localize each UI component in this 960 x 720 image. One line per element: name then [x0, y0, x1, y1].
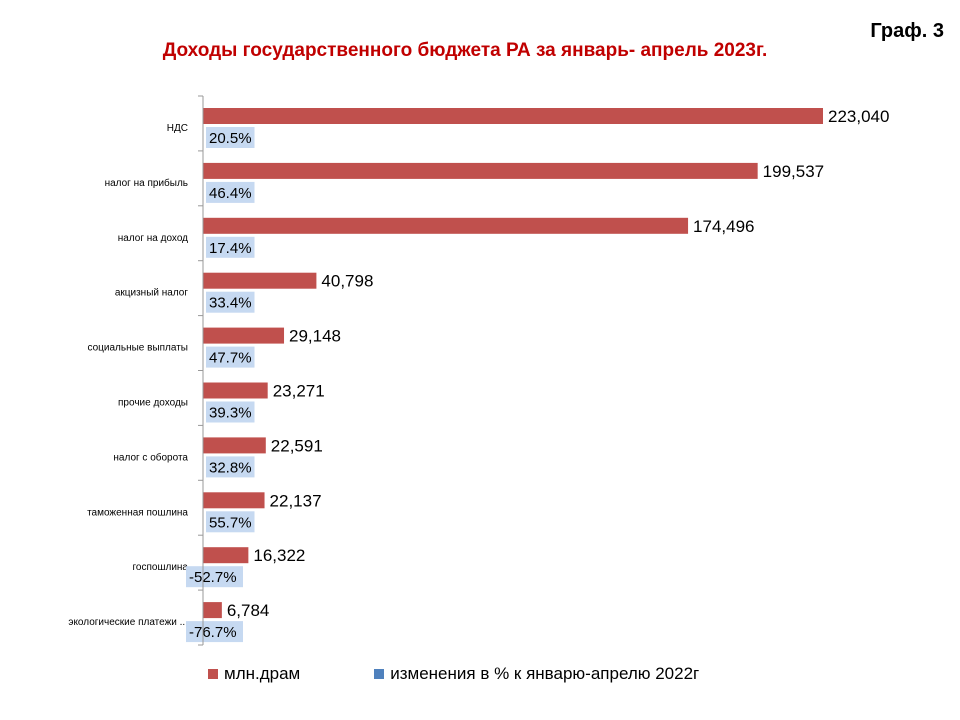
change-label: 17.4%	[209, 240, 252, 257]
legend-swatch-amount	[208, 669, 218, 679]
change-label: 55.7%	[209, 514, 252, 531]
change-label-box	[206, 511, 255, 533]
value-label: 199,537	[763, 162, 824, 181]
category-label: налог на доход	[118, 233, 188, 244]
change-label-box	[206, 291, 255, 313]
value-label: 23,271	[273, 382, 325, 401]
change-label: 46.4%	[209, 185, 252, 202]
change-label: -76.7%	[189, 624, 237, 641]
change-label-box	[206, 456, 255, 478]
category-label: налог на прибыль	[105, 177, 188, 189]
value-label: 16,322	[253, 546, 305, 565]
bar	[203, 327, 285, 344]
category-label: акцизный налог	[115, 288, 189, 299]
figure-number: Граф. 3	[870, 20, 944, 42]
legend-label-amount: млн.драм	[224, 664, 301, 683]
bar	[203, 217, 689, 234]
category-label: экологические платежи ...	[68, 617, 188, 628]
change-label: 39.3%	[209, 405, 252, 422]
chart-title: Доходы государственного бюджета РА за ян…	[162, 40, 768, 61]
legend-item-amount: млн.драм	[208, 664, 300, 684]
change-label-box	[206, 401, 255, 423]
legend: млн.драм изменения в % к январю-апрелю 2…	[208, 664, 773, 684]
category-label: налог с оборота	[113, 451, 188, 463]
value-label: 174,496	[693, 217, 754, 236]
value-label: 6,784	[227, 601, 270, 620]
bar	[203, 437, 266, 454]
change-label: 33.4%	[209, 295, 252, 312]
value-label: 22,137	[270, 491, 322, 510]
change-label: 32.8%	[209, 459, 252, 476]
change-label-box	[206, 236, 255, 258]
category-label: социальные выплаты	[87, 343, 188, 354]
value-label: 40,798	[321, 272, 373, 291]
value-label: 22,591	[271, 436, 323, 455]
bar	[203, 162, 758, 179]
category-label: таможенная пошлина	[87, 507, 188, 518]
change-label-box	[206, 346, 255, 368]
bar	[203, 108, 823, 124]
value-label: 29,148	[289, 327, 341, 346]
change-label: 47.7%	[209, 350, 252, 367]
legend-swatch-change	[374, 669, 385, 679]
change-label: -52.7%	[189, 569, 237, 586]
bar	[203, 492, 265, 509]
change-label-box	[206, 127, 255, 148]
change-label-box	[206, 181, 255, 203]
category-label: госпошлина	[133, 562, 189, 573]
bar	[203, 602, 222, 619]
bar	[203, 547, 249, 564]
legend-label-change: изменения в % к январю-апрелю 2022г	[390, 664, 700, 683]
change-label-box	[186, 621, 243, 643]
category-label: НДС	[167, 123, 188, 134]
value-label: 223,040	[828, 107, 889, 126]
change-label-box	[186, 566, 243, 588]
legend-item-change: изменения в % к январю-апрелю 2022г	[374, 664, 699, 684]
bar	[203, 382, 268, 399]
change-label: 20.5%	[209, 130, 252, 147]
category-label: прочие доходы	[118, 398, 188, 409]
bar	[203, 272, 317, 289]
